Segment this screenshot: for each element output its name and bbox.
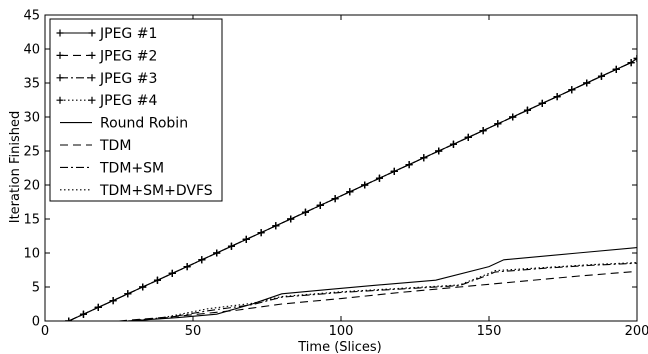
series-4-point	[257, 229, 265, 237]
series-4-point	[272, 222, 280, 230]
series-4-point	[464, 133, 472, 141]
series-4-point	[346, 188, 354, 196]
y-tick-label: 15	[23, 213, 40, 228]
legend-label-8: TDM+SM+DVFS	[99, 183, 213, 199]
series-line-5	[127, 247, 637, 321]
series-line-7	[127, 262, 637, 321]
y-tick-label: 0	[32, 315, 40, 330]
x-tick-label: 50	[185, 324, 202, 339]
legend-label-1: JPEG #1	[99, 26, 157, 42]
series-4-point	[361, 181, 369, 189]
series-4-point	[597, 72, 605, 80]
legend-marker	[56, 74, 64, 82]
series-4-point	[568, 86, 576, 94]
series-4-point	[612, 65, 620, 73]
series-line-6	[118, 270, 637, 321]
series-4-point	[213, 249, 221, 257]
legend-label-2: JPEG #2	[99, 48, 157, 64]
series-4-point	[227, 242, 235, 250]
legend-marker	[56, 96, 64, 104]
series-4-point	[65, 317, 73, 321]
legend-marker	[88, 74, 96, 82]
series-4-point	[405, 161, 413, 169]
legend-label-3: JPEG #3	[99, 71, 157, 87]
series-4-point	[479, 127, 487, 135]
y-tick-label: 40	[23, 43, 40, 58]
legend-marker	[56, 29, 64, 37]
series-4-point	[79, 310, 87, 318]
series-4-point	[583, 79, 591, 87]
x-tick-label: 100	[329, 324, 354, 339]
series-4-point	[139, 283, 147, 291]
series-4-point	[153, 276, 161, 284]
series-4-point	[331, 195, 339, 203]
series-4-point	[420, 154, 428, 162]
series-4-point	[242, 235, 250, 243]
series-4-point	[375, 174, 383, 182]
x-tick-label: 0	[41, 324, 49, 339]
axes: 0 50 100 150 200 0 5 10 15 20 25 30 35 40 45	[23, 9, 648, 340]
series-4-point	[553, 93, 561, 101]
series-4-point	[390, 167, 398, 175]
series-line-4	[68, 58, 637, 321]
series-4-point	[523, 106, 531, 114]
y-tick-label: 20	[23, 179, 40, 194]
series-4-point	[198, 256, 206, 264]
series-4-point	[633, 55, 637, 63]
legend-box	[49, 18, 223, 202]
legend-label-7: TDM+SM	[99, 160, 164, 176]
legend-marker	[88, 29, 96, 37]
legend: JPEG #1 JPEG #2 JPEG #3 JPEG #4 Round Robin T…	[49, 18, 223, 202]
series-4-point	[109, 297, 117, 305]
legend-label-6: TDM	[99, 138, 131, 154]
y-tick-label: 45	[23, 9, 40, 24]
plot-area	[65, 55, 637, 321]
series-4-point	[168, 269, 176, 277]
series-4-point	[183, 263, 191, 271]
series-4-point	[94, 303, 102, 311]
legend-label-5: Round Robin	[100, 116, 188, 132]
series-4-point	[124, 290, 132, 298]
series-line-2	[68, 58, 637, 321]
series-4-point	[316, 201, 324, 209]
y-tick-label: 10	[23, 247, 40, 262]
legend-marker	[88, 51, 96, 59]
x-tick-label: 150	[477, 324, 502, 339]
series-4-point	[627, 59, 635, 67]
series-4-point	[435, 147, 443, 155]
legend-label-4: JPEG #4	[99, 93, 157, 109]
y-tick-label: 35	[23, 77, 40, 92]
series-4-point	[494, 120, 502, 128]
y-axis-label: Iteration Finished	[8, 111, 23, 224]
series-4-point	[287, 215, 295, 223]
x-axis-label: Time (Slices)	[297, 340, 381, 354]
legend-marker	[56, 51, 64, 59]
y-tick-label: 5	[32, 281, 40, 296]
y-tick-label: 30	[23, 111, 40, 126]
series-4-point	[509, 113, 517, 121]
series-line-8	[127, 261, 637, 321]
series-4-point	[538, 99, 546, 107]
y-tick-label: 25	[23, 145, 40, 160]
series-4-point	[301, 208, 309, 216]
x-tick-label: 200	[625, 324, 648, 339]
legend-marker	[88, 96, 96, 104]
series-4-point	[449, 140, 457, 148]
